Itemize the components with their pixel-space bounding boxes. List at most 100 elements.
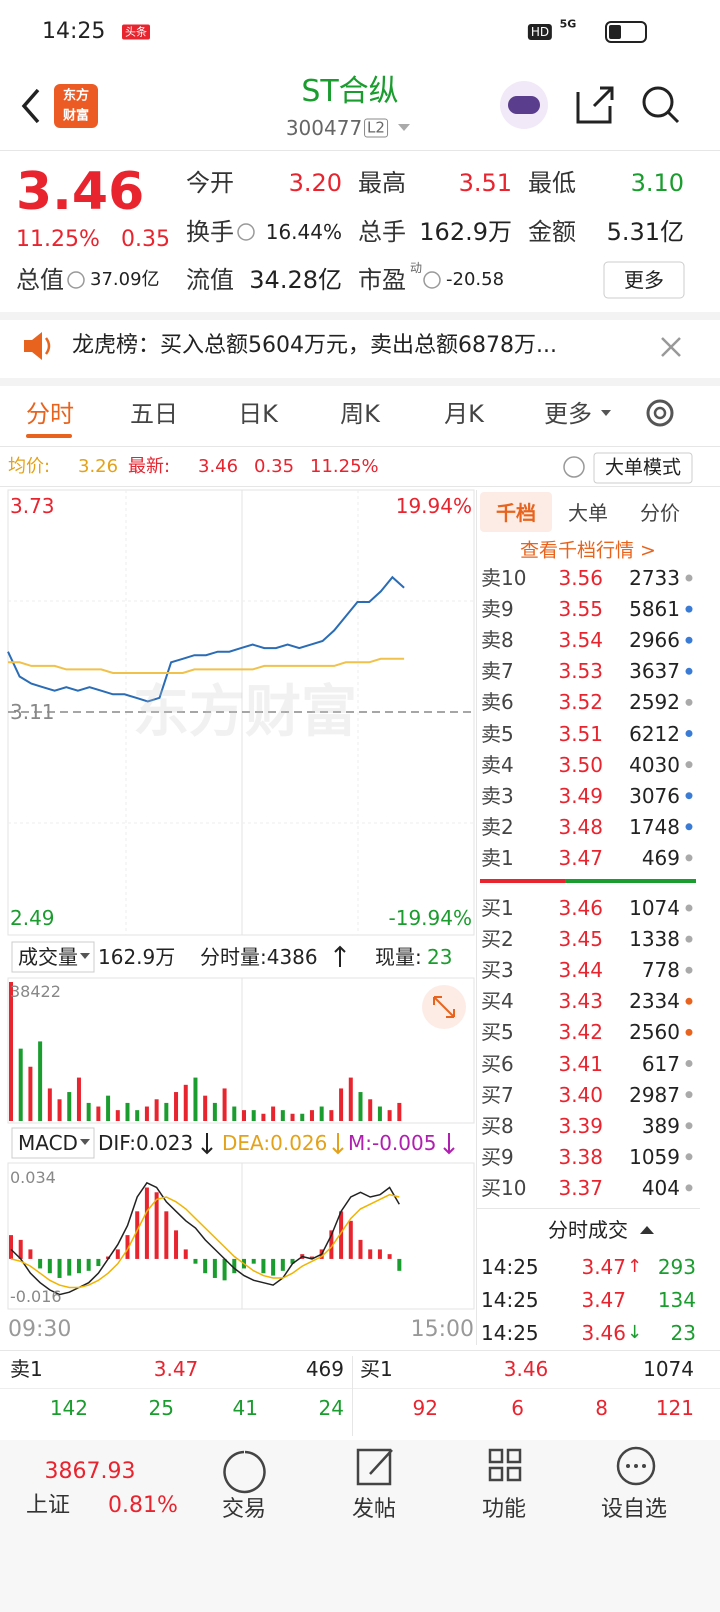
book-volume: 1074 xyxy=(629,896,680,920)
dea-value: DEA:0.026 xyxy=(222,1131,328,1155)
field-value: 16.44% xyxy=(265,220,342,244)
volume-bar xyxy=(135,1110,140,1121)
more-button-frame[interactable] xyxy=(603,261,685,299)
volume-bar xyxy=(106,1095,111,1121)
nav-item[interactable]: 功能 xyxy=(481,1497,527,1522)
volume-bar xyxy=(309,1110,314,1121)
field-value: 3.51 xyxy=(458,169,512,197)
book-tab[interactable]: 分价 xyxy=(640,501,680,525)
back-icon[interactable] xyxy=(21,88,40,124)
book-level: 卖10 xyxy=(481,566,527,590)
macd-bar xyxy=(115,1249,120,1259)
help-icon[interactable] xyxy=(563,456,585,478)
volume-label[interactable]: 成交量 xyxy=(18,945,78,969)
book-dot xyxy=(685,730,693,737)
volume-bar xyxy=(47,1088,52,1121)
macd-bar xyxy=(18,1239,23,1259)
book-tab[interactable]: 大单 xyxy=(568,501,608,525)
latest-change: 0.35 xyxy=(254,456,295,477)
notice-text[interactable]: 龙虎榜：买入总额5604万元，卖出总额6878万... xyxy=(72,333,557,358)
macd-bar xyxy=(387,1254,392,1259)
y-tick-label: 2.49 xyxy=(10,906,55,930)
nav-item[interactable]: 设自选 xyxy=(600,1497,668,1522)
book-volume: 2334 xyxy=(629,989,680,1014)
book-dot xyxy=(685,854,693,862)
book-level: 买9 xyxy=(481,1144,514,1169)
trade-direction: ↑ xyxy=(627,1256,643,1277)
macd-bar xyxy=(86,1258,91,1271)
macd-bar xyxy=(232,1258,237,1274)
book-tab[interactable]: 千档 xyxy=(496,501,536,525)
volume-total: 162.9万 xyxy=(98,945,176,969)
macd-bar xyxy=(9,1235,13,1259)
search-icon[interactable] xyxy=(642,86,674,118)
field-label: 总手 xyxy=(358,218,406,246)
trade-price: 3.47 xyxy=(581,1288,626,1312)
order-count: 41 xyxy=(232,1396,258,1420)
trade-direction: ↓ xyxy=(627,1322,643,1343)
share-icon[interactable] xyxy=(576,86,614,124)
nav-item[interactable]: 发帖 xyxy=(351,1497,397,1522)
index-name[interactable]: 上证 xyxy=(26,1493,71,1518)
section-gap xyxy=(0,378,720,386)
active-side-tab xyxy=(480,492,552,532)
down-arrow xyxy=(201,1133,213,1155)
chart-tab[interactable]: 更多 xyxy=(544,400,592,428)
volume-bar xyxy=(222,1088,227,1121)
field-value: 5.31亿 xyxy=(606,218,684,246)
index-change[interactable]: 0.81% xyxy=(108,1493,178,1518)
volume-bar xyxy=(183,1084,188,1121)
nav-item[interactable]: 交易 xyxy=(221,1497,267,1522)
avg-value: 3.26 xyxy=(78,456,119,477)
book-dot xyxy=(685,997,693,1005)
y-tick-label: 38422 xyxy=(10,982,61,1001)
dif-line xyxy=(10,1181,400,1296)
book-price: 3.47 xyxy=(558,845,603,870)
book-price: 3.40 xyxy=(558,1082,603,1107)
close-icon[interactable] xyxy=(661,337,681,357)
depth-volume: 469 xyxy=(305,1357,344,1381)
speaker-wave xyxy=(44,337,51,355)
chart-tab[interactable]: 分时 xyxy=(26,400,74,428)
book-dot xyxy=(685,935,693,943)
more-button[interactable]: 更多 xyxy=(624,268,664,292)
volume-bar xyxy=(76,1077,81,1121)
down-arrow xyxy=(332,1133,344,1155)
field-label: 最高 xyxy=(358,169,406,197)
book-dot xyxy=(685,698,693,706)
field-label: 今开 xyxy=(186,169,234,197)
depth-link[interactable]: 查看千档行情 > xyxy=(520,539,656,562)
settings-icon[interactable] xyxy=(646,399,674,427)
volume-bar xyxy=(203,1095,208,1121)
mode-button-frame[interactable] xyxy=(593,452,693,484)
macd-bar xyxy=(271,1258,276,1276)
watchlist-dot xyxy=(642,1464,646,1468)
clock: 14:25 xyxy=(42,19,106,44)
chart-tab[interactable]: 周K xyxy=(340,400,380,428)
macd-bar xyxy=(290,1258,295,1264)
dropdown-arrow xyxy=(80,953,90,959)
chart-tab[interactable]: 五日 xyxy=(130,400,178,428)
mode-button[interactable]: 大单模式 xyxy=(604,456,682,479)
volume-bar xyxy=(125,1102,130,1121)
macd-bar xyxy=(339,1211,344,1259)
field-value: 3.10 xyxy=(630,169,684,197)
chart-tab[interactable]: 日K xyxy=(238,400,278,428)
volume-bar xyxy=(144,1106,149,1121)
trade-icon xyxy=(223,1450,266,1494)
network-type: 5G xyxy=(559,17,577,31)
macd-bar xyxy=(164,1211,169,1259)
macd-label[interactable]: MACD xyxy=(18,1131,78,1155)
book-volume: 5861 xyxy=(629,597,680,622)
index-value[interactable]: 3867.93 xyxy=(44,1459,136,1484)
x-tick-label: 09:30 xyxy=(8,1317,72,1342)
book-dot xyxy=(685,904,693,912)
chart-tab[interactable]: 月K xyxy=(444,400,484,428)
book-price: 3.43 xyxy=(558,989,603,1014)
volume-bar xyxy=(164,1102,169,1121)
volume-bar xyxy=(154,1099,159,1121)
book-level: 买10 xyxy=(481,1175,527,1200)
macd-bar xyxy=(309,1256,314,1259)
order-count: 25 xyxy=(148,1396,174,1420)
trade-volume: 293 xyxy=(657,1255,696,1279)
